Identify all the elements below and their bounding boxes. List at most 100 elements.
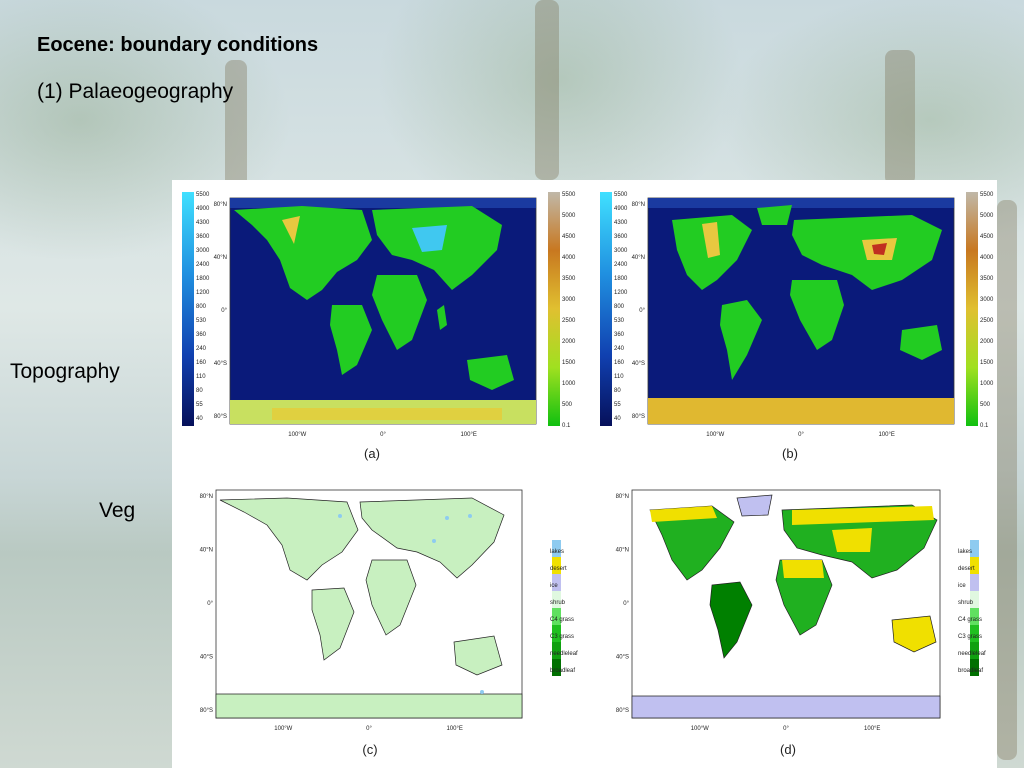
map-panel-b [600,192,978,426]
bathymetry-scale-label: 2400 [614,262,628,268]
bathymetry-scale-label: 4900 [614,206,628,212]
veg-legend-label: desert [550,566,567,572]
veg-legend-label: ice [550,583,558,589]
lat-tick-label: 80°S [632,414,645,420]
topography-scale-label: 3500 [980,276,994,282]
panel-caption: (d) [780,742,796,757]
veg-legend-label: C4 grass [958,617,982,623]
bathymetry-scale-label: 160 [614,360,625,366]
bathymetry-scale-label: 2400 [196,262,210,268]
lat-tick-label: 40°S [214,361,227,367]
landmass-australia [891,615,937,653]
landmass-africa [365,559,417,636]
veg-legend-label: broadleaf [550,668,575,674]
bathymetry-scale-label: 240 [614,346,625,352]
landmass-antarctica [648,398,954,424]
topography-scale-label: 1000 [562,381,576,387]
bathymetry-scale-label: 55 [196,402,203,408]
lon-tick-label: 0° [798,432,804,438]
topography-scale-label: 2500 [980,318,994,324]
bathymetry-scale-label: 1800 [614,276,628,282]
palm-trunk-decoration [225,60,247,190]
bathymetry-scale-label: 530 [614,318,625,324]
veg-legend-label: needleleaf [958,651,986,657]
lon-tick-label: 100°W [691,726,709,732]
bathymetry-scale-label: 1200 [614,290,628,296]
landmass-antarctica [215,693,523,719]
topography-colorbar [548,192,560,426]
bathymetry-scale-label: 3600 [196,234,210,240]
landmass-antarctica [631,695,941,719]
veg-legend-label: ice [958,583,966,589]
lat-tick-label: 40°N [632,255,645,261]
bathymetry-scale-label: 360 [614,332,625,338]
landmass-africa [790,280,844,350]
topography-scale-label: 2500 [562,318,576,324]
veg-legend-label: C3 grass [550,634,574,640]
bathymetry-scale-label: 110 [196,374,206,380]
palm-trunk-decoration [885,50,915,185]
slide-subtitle: (1) Palaeogeography [37,80,234,103]
row-label-veg: Veg [99,499,136,522]
veg-legend-label: C3 grass [958,634,982,640]
lat-tick-label: 40°S [200,655,213,661]
topography-scale-label: 4000 [562,255,576,261]
lat-tick-label: 80°S [200,708,213,714]
bathymetry-scale-label: 360 [196,332,207,338]
slide-title: Eocene: boundary conditions [37,34,319,56]
bathymetry-scale-label: 40 [614,416,621,422]
map-panel-d [631,489,979,719]
lon-tick-label: 100°E [878,432,894,438]
bathymetry-scale-label: 800 [196,304,207,310]
topography-scale-label: 2000 [980,339,994,345]
lon-tick-label: 100°W [288,432,306,438]
veg-legend [970,540,979,676]
figure-panel: 100°W 0° 100°E 80°N 40°N 0° 40°S 80°S (a) 5500 490… [172,180,997,768]
panel-caption: (a) [364,446,380,461]
lat-tick-label: 80°N [200,494,213,500]
palm-trunk-decoration [997,200,1017,760]
landmass-australia [453,635,503,676]
bathymetry-scale-label: 1800 [196,276,210,282]
landmass-north-america [219,497,359,581]
bathymetry-scale-label: 3000 [614,248,628,254]
lat-tick-label: 80°S [616,708,629,714]
lat-tick-label: 80°N [214,202,227,208]
lon-tick-label: 100°W [706,432,724,438]
map-panel-c [215,489,561,719]
bathymetry-scale-label: 55 [614,402,621,408]
landmass-eurasia [359,497,505,579]
veg-legend-label: broadleaf [958,668,983,674]
bathymetry-scale-label: 800 [614,304,625,310]
landmass-africa [775,559,833,636]
lat-tick-label: 40°N [214,255,227,261]
topography-scale-label: 500 [980,402,991,408]
landmass-south-america [330,305,372,375]
topography-scale-label: 3500 [562,276,576,282]
landmass-north-america [234,206,372,300]
lat-tick-label: 40°N [616,548,629,554]
lon-tick-label: 100°E [446,726,462,732]
topography-scale-label: 5000 [980,213,994,219]
bathymetry-colorbar [182,192,194,426]
row-label-topography: Topography [10,360,120,383]
lat-tick-label: 80°S [214,414,227,420]
bathymetry-scale-label: 110 [614,374,624,380]
lat-tick-label: 40°N [200,548,213,554]
bathymetry-scale-label: 4300 [196,220,210,226]
bathymetry-scale-label: 160 [196,360,207,366]
lat-tick-label: 0° [623,601,629,607]
veg-legend-label: shrub [958,600,974,606]
lon-tick-label: 0° [783,726,789,732]
bathymetry-scale-label: 3000 [196,248,210,254]
bathymetry-scale-label: 530 [196,318,207,324]
topography-scale-label: 4500 [562,234,576,240]
lat-tick-label: 40°S [616,655,629,661]
landmass-australia [900,325,942,360]
bathymetry-scale-label: 5500 [196,192,210,198]
lat-tick-label: 80°N [616,494,629,500]
topography-scale-label: 2000 [562,339,576,345]
bathymetry-scale-label: 5500 [614,192,628,198]
lon-tick-label: 100°W [274,726,292,732]
topography-colorbar [966,192,978,426]
